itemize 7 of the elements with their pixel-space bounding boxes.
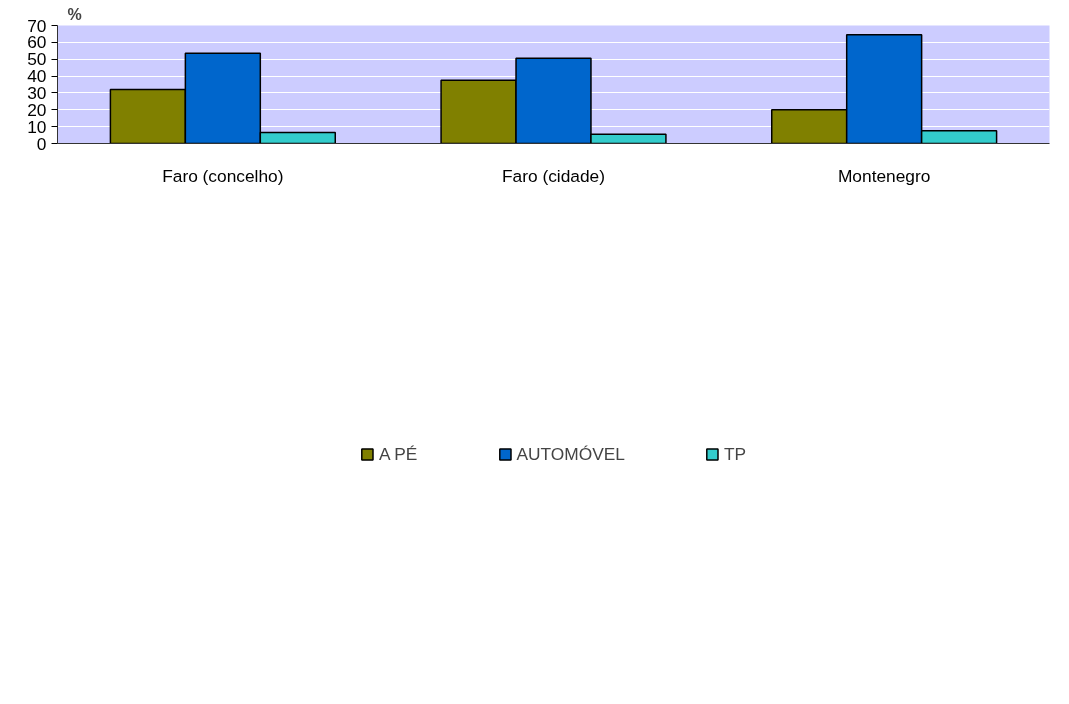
legend-label: A PÉ <box>378 443 418 465</box>
x-tick-label: Montenegro <box>837 165 931 186</box>
x-tick-label: Faro (cidade) <box>501 165 606 186</box>
legend-label: AUTOMÓVEL <box>516 443 625 465</box>
y-axis-title: % <box>67 5 82 23</box>
legend-label: TP <box>723 443 747 465</box>
x-tick-label: Faro (concelho) <box>162 165 284 186</box>
